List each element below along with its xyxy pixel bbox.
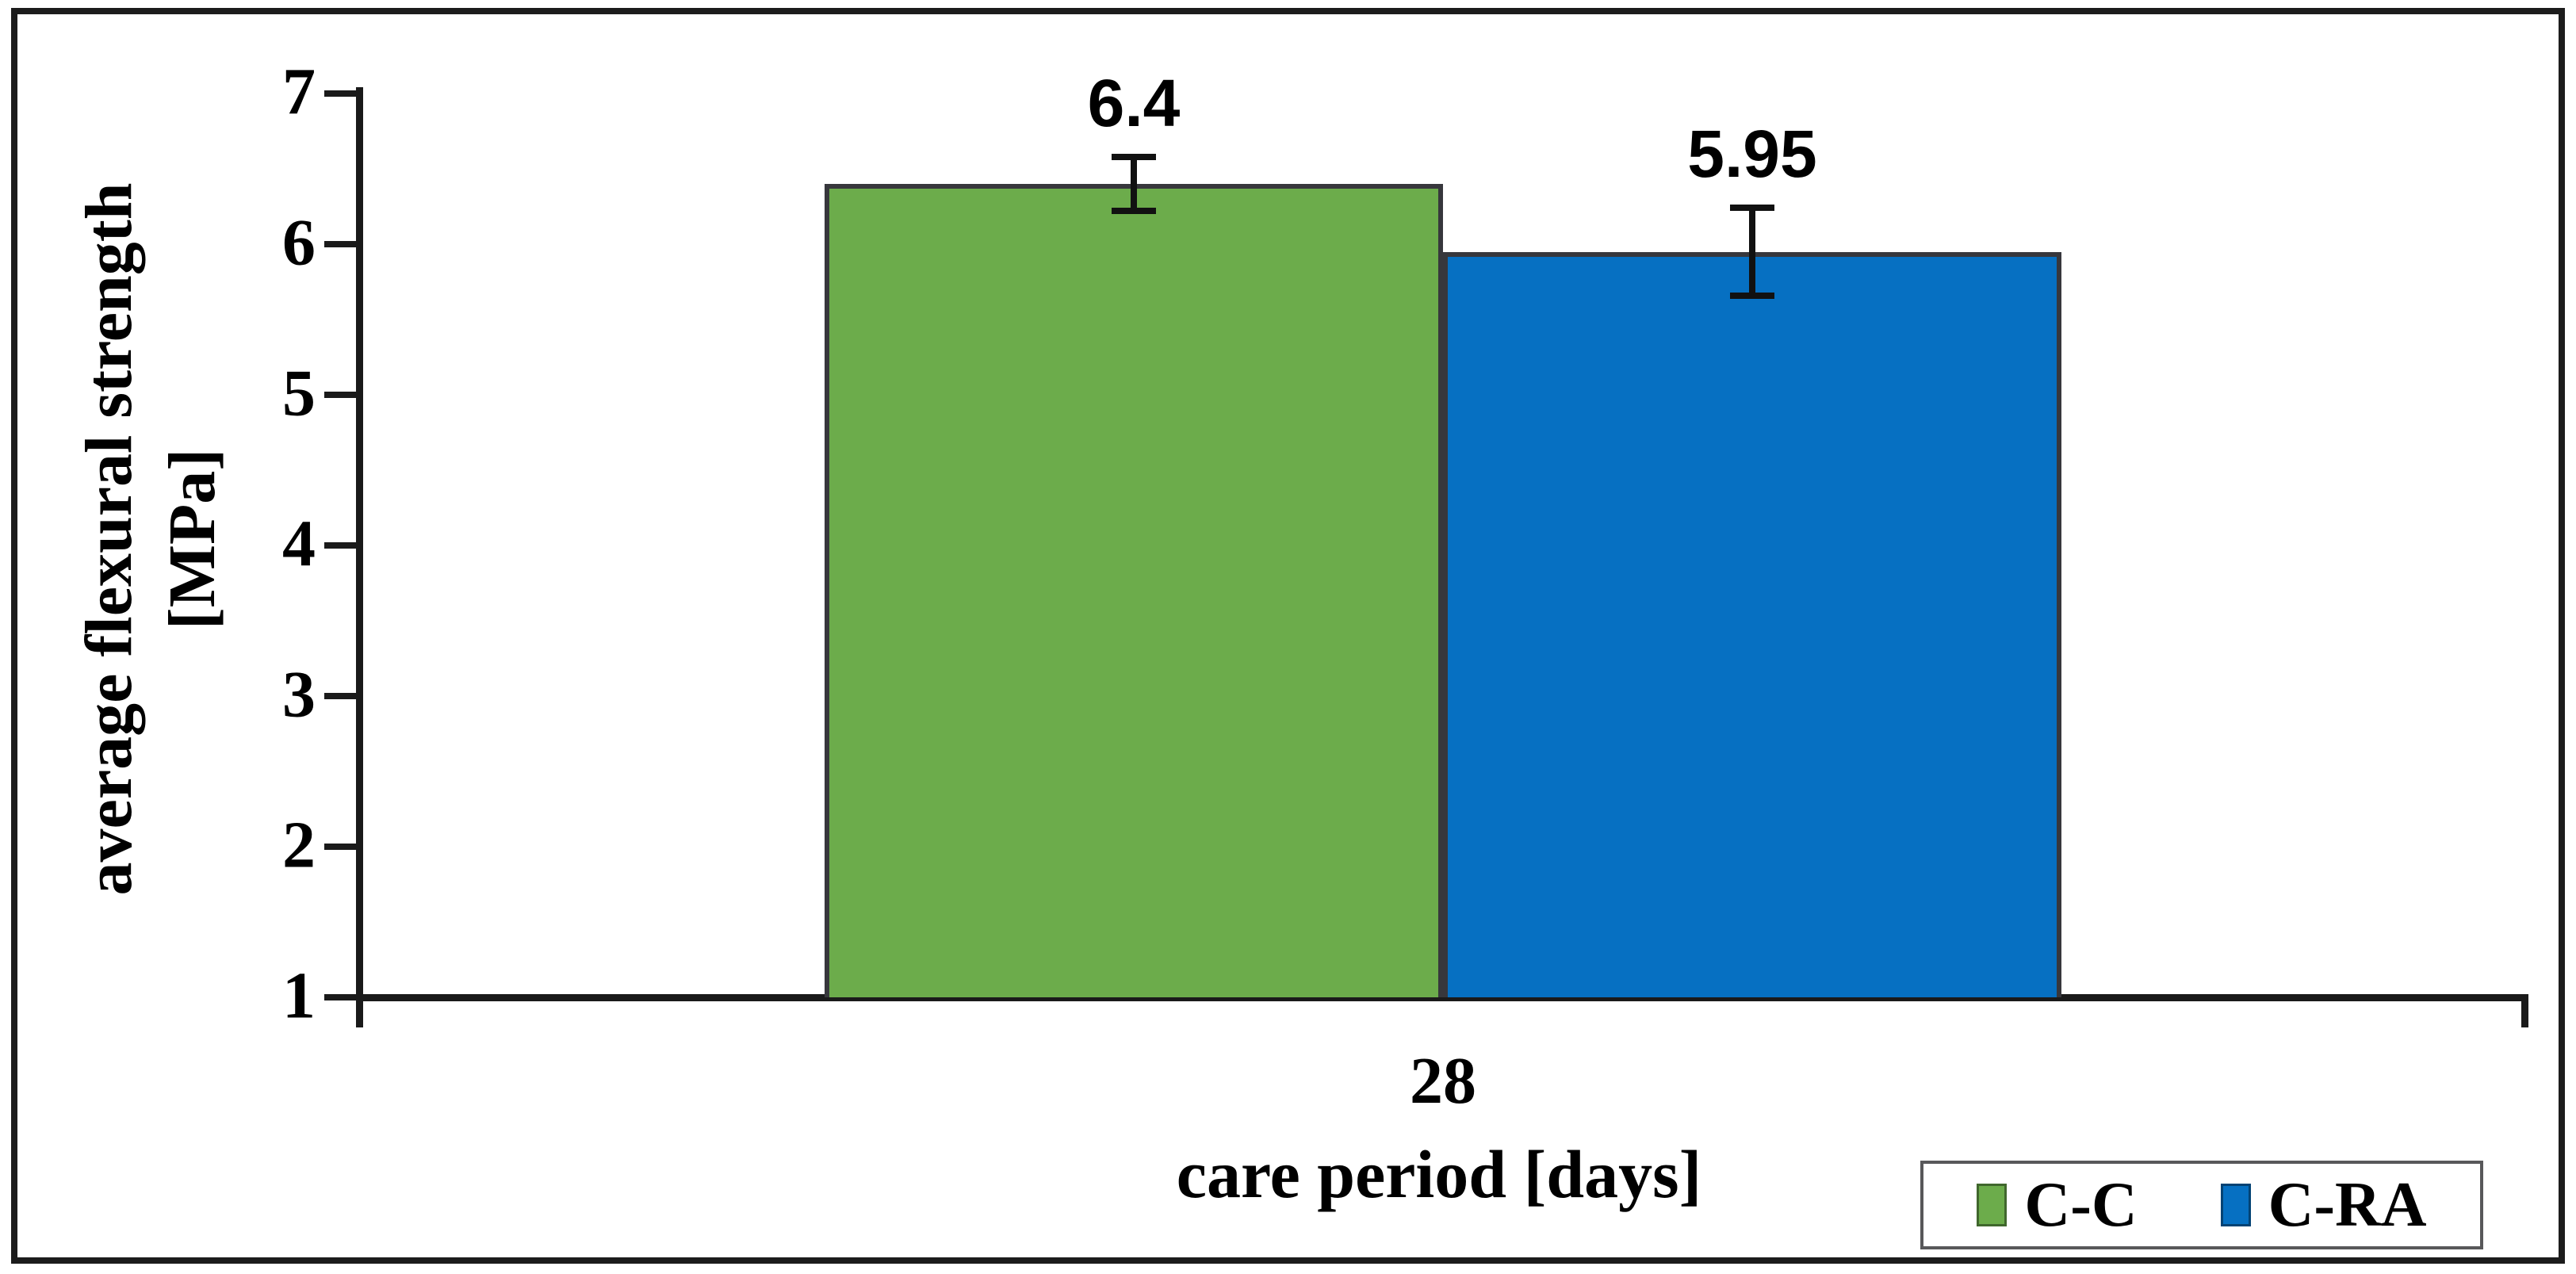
- data-label-cra: 5.95: [1687, 117, 1817, 192]
- y-tick-mark: [324, 693, 359, 699]
- y-tick-mark: [324, 994, 359, 1000]
- bar-cra: [1443, 251, 2061, 997]
- x-axis-end-tick: [2521, 994, 2528, 1027]
- y-tick-label: 3: [282, 657, 316, 732]
- y-tick-label: 2: [282, 808, 316, 882]
- legend: C-C C-RA: [1920, 1161, 2483, 1249]
- legend-swatch-cc: [1977, 1184, 2008, 1226]
- y-tick-label: 7: [282, 55, 316, 129]
- error-bar-cc-top-cap: [1112, 153, 1156, 160]
- y-tick-mark: [324, 90, 359, 97]
- bar-cc: [825, 184, 1443, 997]
- error-bar-cc: [1131, 156, 1137, 212]
- y-tick-label: 4: [282, 507, 316, 581]
- y-tick-mark: [324, 241, 359, 247]
- legend-swatch-cra: [2220, 1184, 2251, 1226]
- x-axis-title: care period [days]: [1176, 1136, 1702, 1212]
- y-axis-line: [356, 87, 363, 1027]
- y-tick-label: 1: [282, 958, 316, 1033]
- y-tick-mark: [324, 542, 359, 549]
- error-bar-cra: [1749, 208, 1755, 296]
- error-bar-cc-bottom-cap: [1112, 208, 1156, 215]
- legend-label-cc: C-C: [2024, 1170, 2138, 1240]
- y-tick-label: 6: [282, 205, 316, 280]
- legend-item-cra: C-RA: [2220, 1170, 2427, 1240]
- figure-border: [11, 8, 2565, 1264]
- y-tick-mark: [324, 844, 359, 850]
- x-tick-label: 28: [1410, 1044, 1476, 1118]
- y-axis-title-line1: average flexural strength: [72, 182, 146, 896]
- y-tick-label: 5: [282, 356, 316, 430]
- legend-item-cc: C-C: [1977, 1170, 2138, 1240]
- y-axis-title-line2: [MPa]: [155, 448, 229, 630]
- legend-label-cra: C-RA: [2268, 1170, 2427, 1240]
- x-axis-line: [356, 994, 2528, 1001]
- data-label-cc: 6.4: [1087, 65, 1181, 140]
- y-tick-mark: [324, 392, 359, 398]
- error-bar-cra-bottom-cap: [1730, 292, 1774, 299]
- y-axis-title: average flexural strength [MPa]: [67, 183, 234, 896]
- error-bar-cra-top-cap: [1730, 205, 1774, 212]
